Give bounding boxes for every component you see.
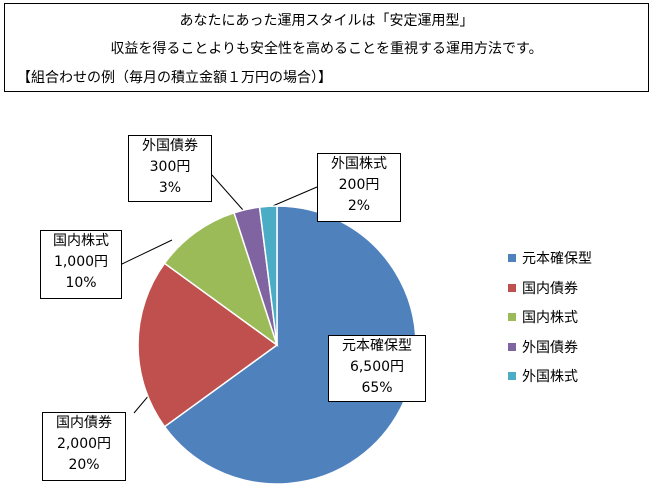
legend-label: 外国株式 [522, 369, 578, 385]
data-label-slice-2: 国内株式 1,000円 10% [40, 230, 122, 299]
data-label-percent: 3% [158, 180, 182, 196]
data-label-slice-0: 元本確保型 6,500円 65% [328, 335, 426, 402]
legend-swatch [508, 283, 516, 292]
header-example-note: 【組合わせの例（毎月の積立金額１万円の場合）】 [17, 70, 332, 86]
data-label-slice-1: 国内債券 2,000円 20% [42, 412, 126, 481]
data-label-percent: 2% [347, 198, 371, 214]
pie-slice-2 [163, 211, 279, 347]
pie-slice-0 [163, 205, 417, 485]
header-title: あなたにあった運用スタイルは「安定運用型」 [179, 13, 474, 29]
legend-label: 外国債券 [522, 339, 578, 356]
data-label-name: 外国債券 [142, 138, 198, 154]
legend-swatch [508, 313, 516, 321]
data-label-name: 国内債券 [56, 415, 112, 431]
data-label-name: 元本確保型 [342, 338, 412, 354]
data-label-name: 国内株式 [53, 233, 109, 249]
data-label-percent: 20% [68, 457, 100, 473]
data-label-slice-3: 外国債券 300円 3% [128, 135, 212, 202]
header-description: 収益を得ることよりも安全性を高めることを重視する運用方法です。 [110, 41, 543, 57]
legend-swatch [508, 342, 516, 351]
data-label-name: 外国株式 [331, 156, 387, 172]
data-label-amount: 2,000円 [56, 436, 112, 452]
leader-line [121, 239, 173, 265]
leader-line [267, 186, 318, 209]
data-label-amount: 200円 [338, 177, 380, 193]
data-label-slice-4: 外国株式 200円 2% [317, 153, 401, 222]
header-box: あなたにあった運用スタイルは「安定運用型」 収益を得ることよりも安全性を高めるこ… [4, 3, 649, 92]
legend-label: 元本確保型 [522, 251, 592, 267]
pie-slice-1 [137, 262, 279, 428]
data-label-percent: 65% [361, 380, 393, 396]
data-label-amount: 6,500円 [349, 359, 405, 375]
data-label-amount: 1,000円 [53, 254, 109, 270]
data-label-amount: 300円 [149, 159, 191, 175]
pie-slice-4 [258, 205, 278, 346]
legend-swatch [508, 254, 516, 262]
legend-swatch [508, 372, 516, 380]
legend-label: 国内株式 [522, 310, 578, 326]
leader-line [211, 174, 244, 211]
legend-label: 国内債券 [522, 280, 578, 297]
data-label-percent: 10% [65, 275, 97, 291]
